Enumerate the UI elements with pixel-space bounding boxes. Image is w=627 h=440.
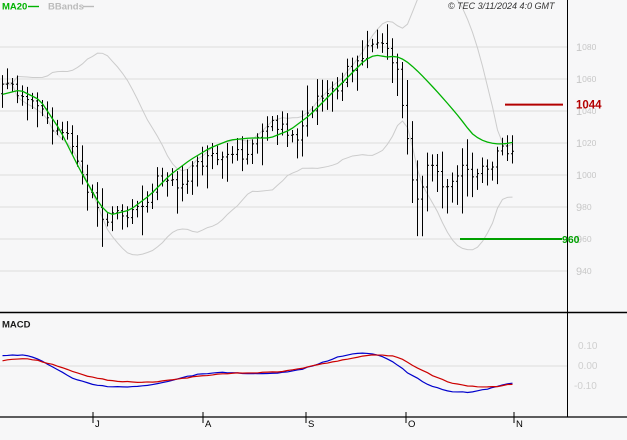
svg-text:MACD: MACD: [2, 320, 31, 331]
svg-text:© TEC 3/11/2024 4:0 GMT: © TEC 3/11/2024 4:0 GMT: [448, 1, 556, 11]
svg-text:0.00: 0.00: [578, 361, 598, 372]
svg-text:S: S: [308, 419, 314, 430]
svg-text:0.10: 0.10: [578, 341, 598, 352]
svg-text:O: O: [408, 419, 415, 430]
svg-text:-0.10: -0.10: [574, 381, 597, 392]
svg-text:BBands: BBands: [48, 2, 84, 13]
svg-text:MA20: MA20: [2, 2, 27, 13]
svg-text:J: J: [95, 419, 100, 430]
svg-text:A: A: [205, 419, 212, 430]
svg-text:960: 960: [562, 234, 580, 246]
svg-text:N: N: [516, 419, 523, 430]
svg-text:1044: 1044: [576, 100, 602, 112]
